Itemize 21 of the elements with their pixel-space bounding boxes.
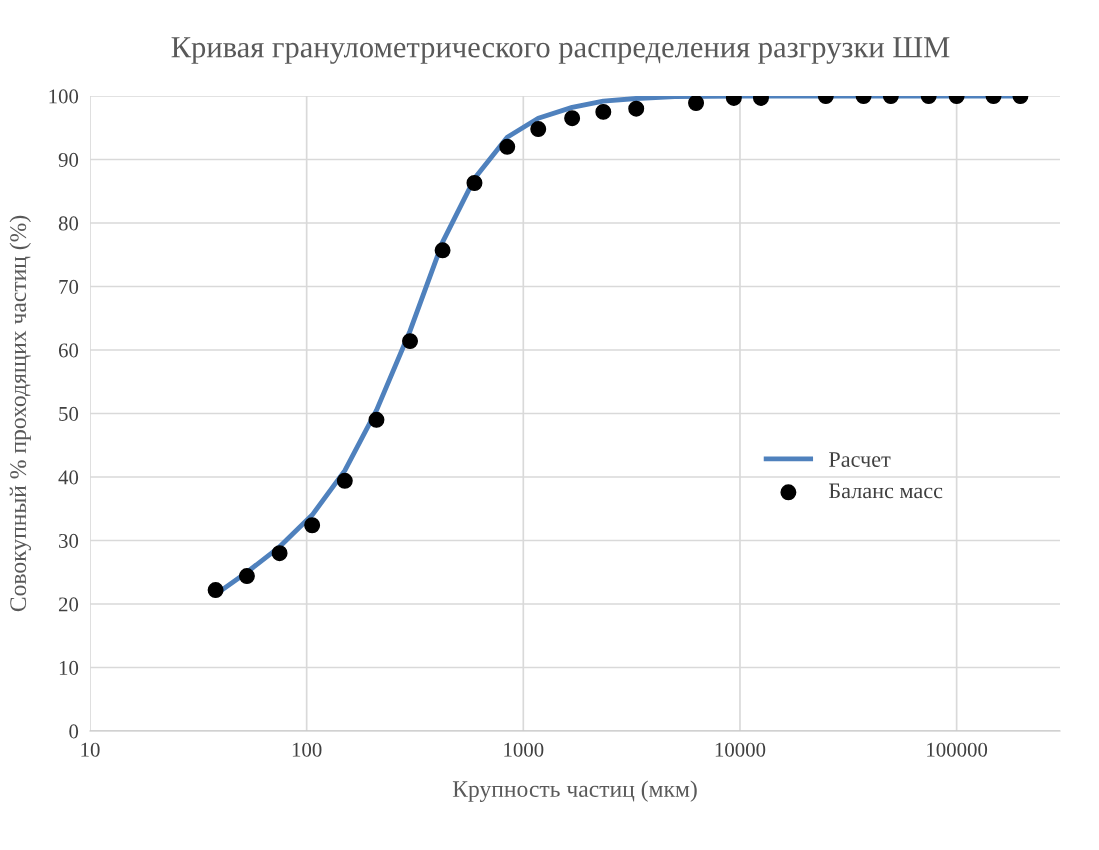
x-axis-title: Крупность частиц (мкм) (452, 780, 697, 802)
x-tick-label: 10 (81, 742, 100, 757)
y-tick-label: 40 (58, 470, 79, 485)
y-tick-label: 50 (59, 406, 79, 421)
y-tick-label: 90 (58, 152, 79, 167)
y-tick-label: 30 (59, 533, 79, 548)
chart-title: Кривая гранулометрического распределения разгрузки ШМ (171, 37, 950, 64)
x-tick-label: 1000 (504, 742, 544, 757)
y-tick-label: 80 (58, 216, 79, 231)
x-tick-label: 100 (292, 742, 322, 757)
legend-label: Баланс масс (829, 483, 943, 499)
y-tick-label: 60 (58, 343, 79, 358)
x-tick-label: 10000 (715, 742, 766, 757)
x-tick-label: 100000 (927, 742, 988, 757)
y-tick-label: 0 (69, 724, 79, 739)
y-tick-label: 10 (59, 660, 79, 675)
y-tick-label: 70 (59, 279, 79, 294)
y-tick-label: 20 (58, 597, 79, 612)
y-tick-label: 100 (49, 89, 79, 104)
legend-label: Расчет (829, 452, 891, 467)
y-axis-title: Совокупный % проходящих частиц (%) (9, 215, 31, 612)
